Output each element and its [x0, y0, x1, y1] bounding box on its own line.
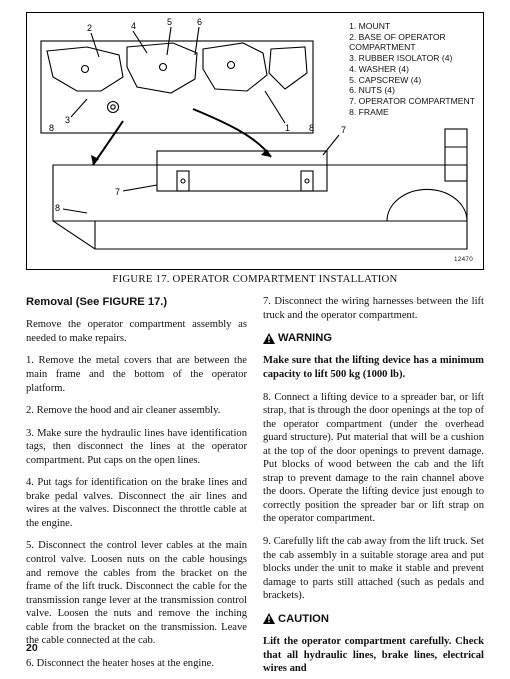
legend-item: 6. NUTS (4): [349, 85, 475, 96]
body-para: 5. Disconnect the control lever cables a…: [26, 539, 247, 647]
legend-item: 4. WASHER (4): [349, 64, 475, 75]
body-para: Remove the operator compartment assembly…: [26, 318, 247, 345]
svg-text:4: 4: [131, 21, 136, 31]
figure-caption: FIGURE 17. OPERATOR COMPARTMENT INSTALLA…: [26, 273, 484, 285]
text-columns: Removal (See FIGURE 17.) Remove the oper…: [26, 295, 484, 679]
figure-17-box: 2 4 5 6 1 3 7 7 8 8 8 1. MOUNT 2. BASE O…: [26, 12, 484, 270]
figure-part-number: 12470: [454, 256, 473, 263]
removal-heading: Removal (See FIGURE 17.): [26, 295, 247, 309]
legend-item: 3. RUBBER ISOLATOR (4): [349, 53, 475, 64]
legend-item: 1. MOUNT: [349, 21, 475, 32]
caution-label: CAUTION: [278, 612, 329, 626]
svg-text:8: 8: [309, 123, 314, 133]
svg-text:2: 2: [87, 23, 92, 33]
svg-text:5: 5: [167, 17, 172, 27]
svg-text:7: 7: [115, 187, 120, 197]
svg-text:6: 6: [197, 17, 202, 27]
svg-text:8: 8: [55, 203, 60, 213]
warning-icon: [263, 333, 275, 344]
legend-item: 8. FRAME: [349, 107, 475, 118]
svg-text:8: 8: [49, 123, 54, 133]
right-column: 7. Disconnect the wiring harnesses betwe…: [263, 295, 484, 679]
page: 2 4 5 6 1 3 7 7 8 8 8 1. MOUNT 2. BASE O…: [0, 0, 510, 660]
svg-text:7: 7: [341, 125, 346, 135]
left-column: Removal (See FIGURE 17.) Remove the oper…: [26, 295, 247, 679]
body-para: 2. Remove the hood and air cleaner assem…: [26, 404, 247, 418]
svg-text:3: 3: [65, 115, 70, 125]
legend-item: 7. OPERATOR COMPARTMENT: [349, 96, 475, 107]
page-number: 20: [26, 642, 38, 654]
legend-item: 2. BASE OF OPERATOR: [349, 32, 475, 43]
caution-text: Lift the operator compartment carefully.…: [263, 635, 484, 676]
body-para: 1. Remove the metal covers that are betw…: [26, 354, 247, 395]
body-para: 4. Put tags for identification on the br…: [26, 476, 247, 530]
body-para: 9. Carefully lift the cab away from the …: [263, 535, 484, 603]
caution-icon: [263, 613, 275, 624]
figure-legend: 1. MOUNT 2. BASE OF OPERATOR COMPARTMENT…: [349, 21, 475, 118]
body-para: 7. Disconnect the wiring harnesses betwe…: [263, 295, 484, 322]
body-para: 3. Make sure the hydraulic lines have id…: [26, 427, 247, 468]
body-para: 8. Connect a lifting device to a spreade…: [263, 391, 484, 526]
legend-item: 5. CAPSCREW (4): [349, 75, 475, 86]
warning-label: WARNING: [278, 331, 332, 345]
caution-heading: CAUTION: [263, 612, 484, 626]
body-para: 6. Disconnect the heater hoses at the en…: [26, 657, 247, 671]
legend-item: COMPARTMENT: [349, 42, 475, 53]
warning-text: Make sure that the lifting device has a …: [263, 354, 484, 381]
svg-text:1: 1: [285, 123, 290, 133]
warning-heading: WARNING: [263, 331, 484, 345]
